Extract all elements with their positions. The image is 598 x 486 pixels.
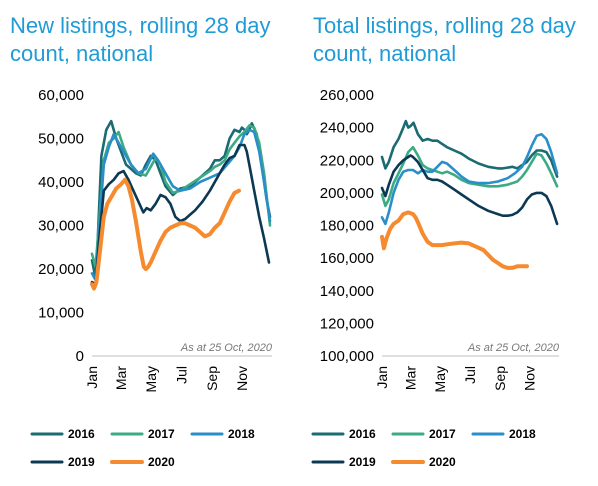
series-line-2016 xyxy=(380,119,559,178)
y-tick-label: 220,000 xyxy=(320,152,374,169)
y-tick-label: 50,000 xyxy=(38,131,84,148)
chart-total-listings: 100,000 120,000 140,000 160,000 180,000 200,0… xyxy=(311,87,560,469)
legend-label-2020: 2020 xyxy=(148,455,175,469)
y-tick-label: 160,000 xyxy=(320,250,374,267)
legend-label-2019: 2019 xyxy=(68,455,95,469)
legend-label-2017: 2017 xyxy=(148,427,175,441)
x-tick-label: Jan xyxy=(374,366,390,389)
x-tick-label: Mar xyxy=(113,366,129,390)
legend-label-2018: 2018 xyxy=(509,427,536,441)
legend-label-2016: 2016 xyxy=(68,427,95,441)
series-line-2017 xyxy=(380,145,559,208)
series-line-2020 xyxy=(90,177,241,291)
x-tick-label: May xyxy=(143,366,159,392)
chart-panel-new-listings: New listings, rolling 28 day count, nati… xyxy=(10,13,273,469)
x-tick-label: Nov xyxy=(234,366,250,391)
x-tick-label: Jul xyxy=(173,366,189,384)
series-line-2018 xyxy=(380,132,559,226)
series-line-2019 xyxy=(380,154,559,226)
series-line-2019 xyxy=(90,143,271,286)
y-tick-label: 10,000 xyxy=(38,305,84,322)
series-line-2018 xyxy=(90,128,272,282)
y-tick-label: 100,000 xyxy=(320,348,374,365)
y-tick-label: 20,000 xyxy=(38,261,84,278)
legend-label-2017: 2017 xyxy=(429,427,456,441)
x-tick-label: Mar xyxy=(403,366,419,390)
x-tick-label: Sep xyxy=(492,366,508,391)
x-tick-label: Sep xyxy=(204,366,220,391)
y-tick-label: 120,000 xyxy=(320,315,374,332)
y-tick-label: 60,000 xyxy=(38,87,84,104)
x-tick-label: Jul xyxy=(462,366,478,384)
chart-note: As at 25 Oct, 2020 xyxy=(180,342,273,354)
legend-label-2016: 2016 xyxy=(349,427,376,441)
y-tick-label: 40,000 xyxy=(38,174,84,191)
chart-note: As at 25 Oct, 2020 xyxy=(467,342,560,354)
x-tick-label: Nov xyxy=(521,366,537,391)
y-tick-label: 180,000 xyxy=(320,218,374,235)
legend-label-2019: 2019 xyxy=(349,455,376,469)
legend-label-2018: 2018 xyxy=(228,427,255,441)
y-tick-label: 140,000 xyxy=(320,283,374,300)
chart-panel-total-listings: Total listings, rolling 28 day count, na… xyxy=(299,0,598,486)
series-line-2020 xyxy=(380,210,529,270)
chart-title: Total listings, rolling 28 day count, na… xyxy=(313,13,576,66)
y-tick-label: 30,000 xyxy=(38,218,84,235)
y-tick-label: 240,000 xyxy=(320,120,374,137)
y-tick-label: 200,000 xyxy=(320,185,374,202)
x-tick-label: Jan xyxy=(84,366,100,389)
x-tick-label: May xyxy=(432,366,448,392)
legend-label-2020: 2020 xyxy=(429,455,456,469)
y-tick-label: 0 xyxy=(76,348,84,365)
chart-title: New listings, rolling 28 day count, nati… xyxy=(10,13,271,66)
y-tick-label: 260,000 xyxy=(320,87,374,104)
chart-new-listings: 0 10,000 20,000 30,000 40,000 50,000 60,000 Jan… xyxy=(30,87,273,469)
